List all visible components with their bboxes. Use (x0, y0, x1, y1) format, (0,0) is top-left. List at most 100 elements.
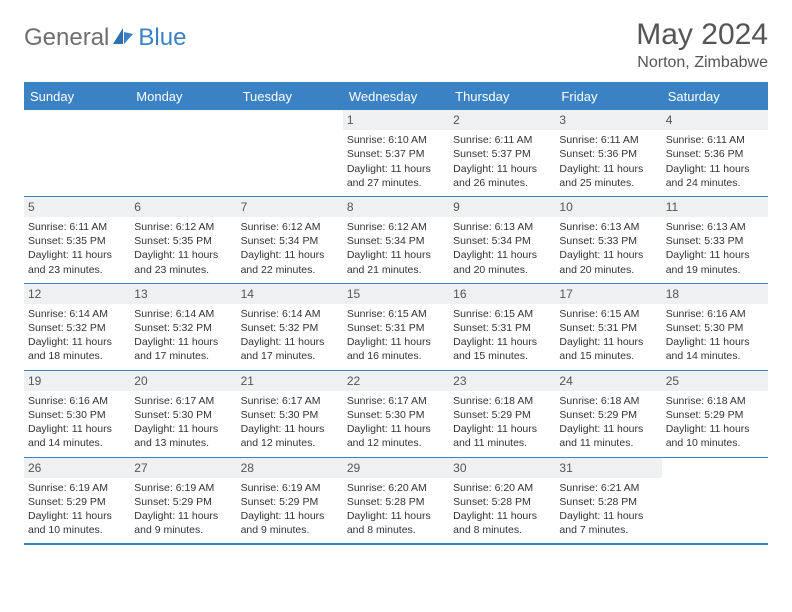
daylight-text: Daylight: 11 hours and 18 minutes. (28, 335, 126, 363)
daylight-text: Daylight: 11 hours and 13 minutes. (134, 422, 232, 450)
calendar-cell-empty: . (237, 109, 343, 196)
calendar-cell: 7Sunrise: 6:12 AMSunset: 5:34 PMDaylight… (237, 196, 343, 283)
calendar-cell: 12Sunrise: 6:14 AMSunset: 5:32 PMDayligh… (24, 283, 130, 370)
daylight-text: Daylight: 11 hours and 14 minutes. (28, 422, 126, 450)
calendar-bottom-border (24, 543, 768, 545)
day-number: 29 (343, 458, 449, 478)
sunrise-text: Sunrise: 6:17 AM (241, 394, 339, 408)
day-number: 25 (662, 371, 768, 391)
sunset-text: Sunset: 5:32 PM (134, 321, 232, 335)
sunrise-text: Sunrise: 6:12 AM (347, 220, 445, 234)
day-number: 3 (555, 110, 661, 130)
day-header: Friday (555, 84, 661, 109)
sunrise-text: Sunrise: 6:14 AM (241, 307, 339, 321)
sunrise-text: Sunrise: 6:14 AM (134, 307, 232, 321)
day-number: 8 (343, 197, 449, 217)
calendar-cell: 28Sunrise: 6:19 AMSunset: 5:29 PMDayligh… (237, 457, 343, 544)
day-number: 13 (130, 284, 236, 304)
sunset-text: Sunset: 5:32 PM (241, 321, 339, 335)
day-number: 22 (343, 371, 449, 391)
sunset-text: Sunset: 5:35 PM (134, 234, 232, 248)
day-number: 15 (343, 284, 449, 304)
daylight-text: Daylight: 11 hours and 26 minutes. (453, 162, 551, 190)
sunrise-text: Sunrise: 6:11 AM (28, 220, 126, 234)
calendar-cell: 26Sunrise: 6:19 AMSunset: 5:29 PMDayligh… (24, 457, 130, 544)
sunrise-text: Sunrise: 6:15 AM (347, 307, 445, 321)
sunrise-text: Sunrise: 6:14 AM (28, 307, 126, 321)
day-number: 17 (555, 284, 661, 304)
calendar-cell: 1Sunrise: 6:10 AMSunset: 5:37 PMDaylight… (343, 109, 449, 196)
brand-part2: Blue (138, 24, 186, 52)
daylight-text: Daylight: 11 hours and 9 minutes. (241, 509, 339, 537)
calendar-cell: 25 Sunrise: 6:18 AMSunset: 5:29 PMDayligh… (662, 370, 768, 457)
day-header: Wednesday (343, 84, 449, 109)
daylight-text: Daylight: 11 hours and 11 minutes. (453, 422, 551, 450)
daylight-text: Daylight: 11 hours and 7 minutes. (559, 509, 657, 537)
calendar-cell: 30 Sunrise: 6:20 AMSunset: 5:28 PMDayligh… (449, 457, 555, 544)
day-number: 28 (237, 458, 343, 478)
calendar-cell: 23Sunrise: 6:18 AMSunset: 5:29 PMDayligh… (449, 370, 555, 457)
daylight-text: Daylight: 11 hours and 24 minutes. (666, 162, 764, 190)
calendar-cell: 9 Sunrise: 6:13 AMSunset: 5:34 PMDaylight… (449, 196, 555, 283)
calendar-cell: 8Sunrise: 6:12 AMSunset: 5:34 PMDaylight… (343, 196, 449, 283)
daylight-text: Daylight: 11 hours and 9 minutes. (134, 509, 232, 537)
calendar-cell: 20 Sunrise: 6:17 AMSunset: 5:30 PMDayligh… (130, 370, 236, 457)
sunset-text: Sunset: 5:28 PM (453, 495, 551, 509)
month-title: May 2024 (636, 18, 768, 52)
daylight-text: Daylight: 11 hours and 17 minutes. (134, 335, 232, 363)
calendar-cell: 19Sunrise: 6:16 AMSunset: 5:30 PMDayligh… (24, 370, 130, 457)
sunrise-text: Sunrise: 6:16 AM (666, 307, 764, 321)
sunset-text: Sunset: 5:29 PM (559, 408, 657, 422)
calendar-grid: SundayMondayTuesdayWednesdayThursdayFrid… (24, 82, 768, 545)
sunset-text: Sunset: 5:30 PM (134, 408, 232, 422)
daylight-text: Daylight: 11 hours and 19 minutes. (666, 248, 764, 276)
sunset-text: Sunset: 5:32 PM (28, 321, 126, 335)
calendar-cell: 5Sunrise: 6:11 AMSunset: 5:35 PMDaylight… (24, 196, 130, 283)
daylight-text: Daylight: 11 hours and 23 minutes. (28, 248, 126, 276)
day-number: 26 (24, 458, 130, 478)
daylight-text: Daylight: 11 hours and 15 minutes. (453, 335, 551, 363)
daylight-text: Daylight: 11 hours and 15 minutes. (559, 335, 657, 363)
day-number: 9 (449, 197, 555, 217)
day-number: 24 (555, 371, 661, 391)
day-number: 2 (449, 110, 555, 130)
sunset-text: Sunset: 5:29 PM (134, 495, 232, 509)
day-number: 30 (449, 458, 555, 478)
daylight-text: Daylight: 11 hours and 8 minutes. (453, 509, 551, 537)
sunset-text: Sunset: 5:33 PM (666, 234, 764, 248)
sail-icon (112, 26, 134, 51)
day-number: 6 (130, 197, 236, 217)
daylight-text: Daylight: 11 hours and 17 minutes. (241, 335, 339, 363)
sunrise-text: Sunrise: 6:15 AM (453, 307, 551, 321)
daylight-text: Daylight: 11 hours and 10 minutes. (28, 509, 126, 537)
daylight-text: Daylight: 11 hours and 10 minutes. (666, 422, 764, 450)
sunrise-text: Sunrise: 6:21 AM (559, 481, 657, 495)
sunrise-text: Sunrise: 6:13 AM (453, 220, 551, 234)
sunset-text: Sunset: 5:30 PM (241, 408, 339, 422)
calendar-cell: 24 Sunrise: 6:18 AMSunset: 5:29 PMDayligh… (555, 370, 661, 457)
sunrise-text: Sunrise: 6:20 AM (453, 481, 551, 495)
daylight-text: Daylight: 11 hours and 11 minutes. (559, 422, 657, 450)
sunset-text: Sunset: 5:34 PM (453, 234, 551, 248)
sunrise-text: Sunrise: 6:11 AM (559, 133, 657, 147)
sunrise-text: Sunrise: 6:17 AM (134, 394, 232, 408)
calendar-cell: 16Sunrise: 6:15 AMSunset: 5:31 PMDayligh… (449, 283, 555, 370)
location-text: Norton, Zimbabwe (636, 54, 768, 72)
sunset-text: Sunset: 5:29 PM (453, 408, 551, 422)
sunrise-text: Sunrise: 6:18 AM (559, 394, 657, 408)
day-number: 20 (130, 371, 236, 391)
daylight-text: Daylight: 11 hours and 16 minutes. (347, 335, 445, 363)
header: General Blue May 2024 Norton, Zimbabwe (24, 18, 768, 72)
sunrise-text: Sunrise: 6:17 AM (347, 394, 445, 408)
sunrise-text: Sunrise: 6:18 AM (666, 394, 764, 408)
sunset-text: Sunset: 5:29 PM (666, 408, 764, 422)
day-number: 19 (24, 371, 130, 391)
calendar-cell: 29Sunrise: 6:20 AMSunset: 5:28 PMDayligh… (343, 457, 449, 544)
day-header: Monday (130, 84, 236, 109)
day-header: Tuesday (237, 84, 343, 109)
calendar-cell-empty: . (662, 457, 768, 544)
daylight-text: Daylight: 11 hours and 20 minutes. (453, 248, 551, 276)
sunset-text: Sunset: 5:30 PM (347, 408, 445, 422)
day-number: 7 (237, 197, 343, 217)
day-number: 21 (237, 371, 343, 391)
